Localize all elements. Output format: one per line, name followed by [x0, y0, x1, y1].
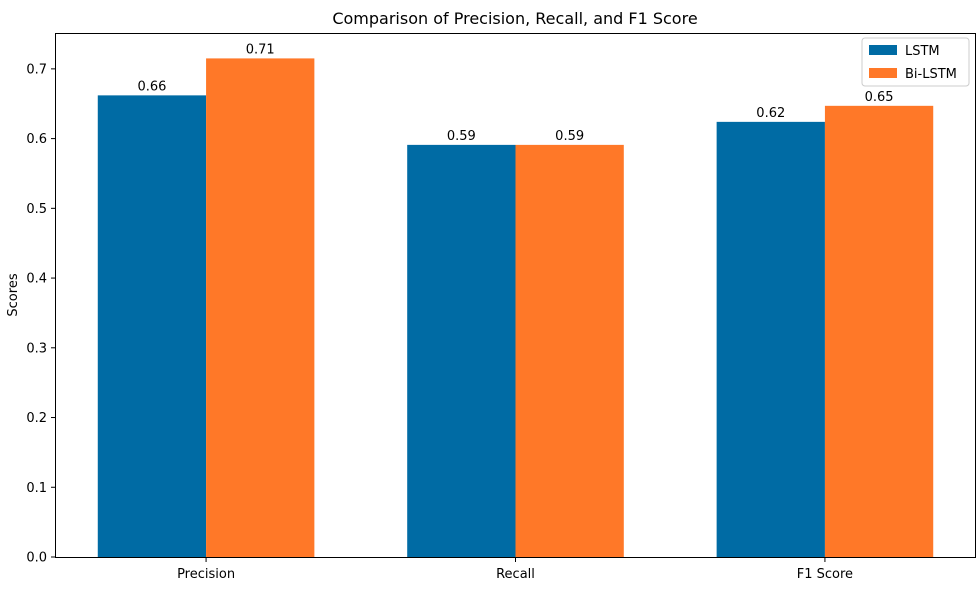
- y-tick-label: 0.7: [26, 62, 47, 77]
- bar-lstm-f1-score: [716, 121, 825, 557]
- y-tick-label: 0.1: [26, 481, 47, 496]
- data-label: 0.66: [137, 79, 166, 94]
- data-label: 0.59: [555, 129, 584, 144]
- bar-lstm-precision: [97, 95, 207, 558]
- legend-label-bilstm: Bi-LSTM: [905, 67, 957, 82]
- y-axis-label: Scores: [6, 273, 21, 316]
- bar-bilstm-f1-score: [824, 105, 934, 558]
- bars-group: [97, 58, 934, 558]
- y-tick-label: 0.3: [26, 341, 47, 356]
- y-tick-label: 0.0: [26, 551, 47, 566]
- data-label: 0.62: [756, 106, 785, 121]
- data-label: 0.65: [865, 90, 894, 105]
- y-tick-label: 0.6: [26, 132, 47, 147]
- x-axis: Precision Recall F1 Score: [177, 557, 853, 582]
- data-label: 0.71: [246, 42, 275, 57]
- data-label: 0.59: [447, 129, 476, 144]
- bar-labels-group: 0.66 0.59 0.62 0.71 0.59 0.65: [137, 42, 893, 143]
- y-tick-label: 0.2: [26, 411, 47, 426]
- bar-lstm-recall: [407, 144, 516, 557]
- bar-bilstm-recall: [515, 144, 624, 557]
- legend-swatch-lstm: [869, 45, 897, 55]
- plot-frame: [55, 33, 976, 558]
- chart-title: Comparison of Precision, Recall, and F1 …: [332, 9, 697, 28]
- y-tick-label: 0.4: [26, 272, 47, 287]
- bar-bilstm-precision: [206, 58, 315, 557]
- x-tick-label: Precision: [177, 567, 235, 582]
- legend-label-lstm: LSTM: [905, 44, 940, 59]
- y-axis: 0.0 0.1 0.2 0.3 0.4 0.5 0.6 0.7: [26, 62, 56, 566]
- legend: LSTM Bi-LSTM: [861, 37, 970, 87]
- x-tick-label: F1 Score: [797, 567, 853, 582]
- y-tick-label: 0.5: [26, 202, 47, 217]
- x-tick-label: Recall: [496, 567, 535, 582]
- legend-swatch-bilstm: [869, 68, 897, 78]
